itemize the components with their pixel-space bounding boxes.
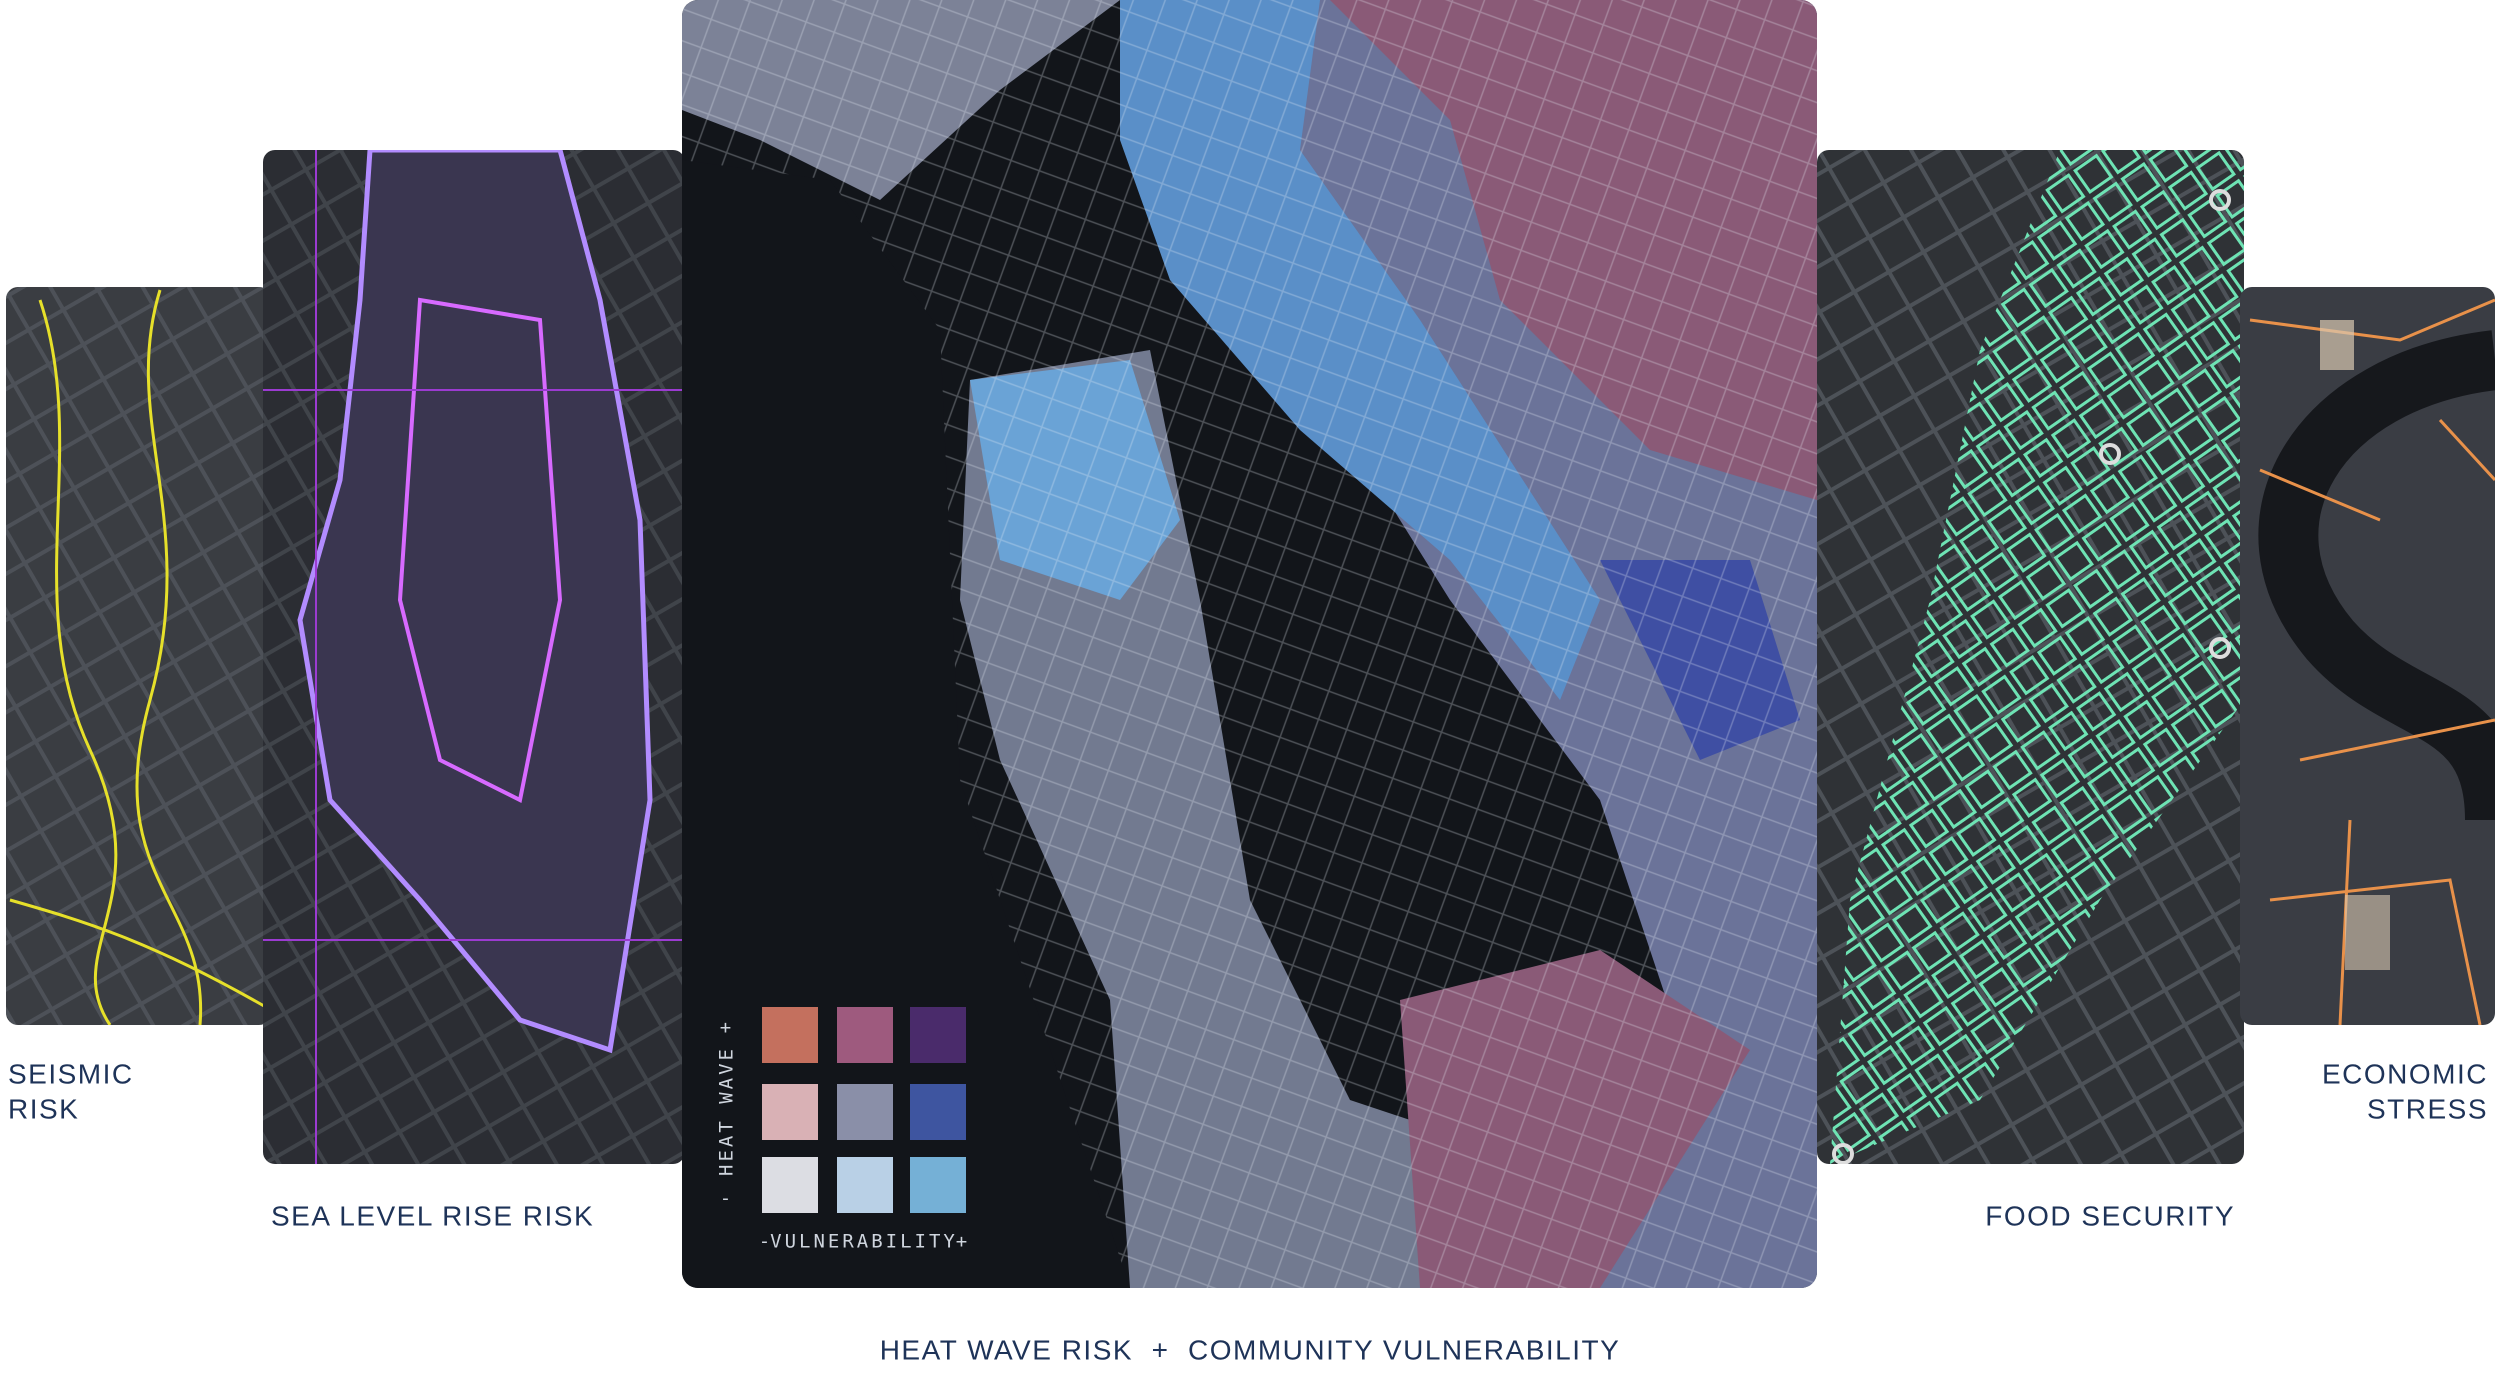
card-label: FOOD SECURITY	[1985, 1200, 2235, 1231]
card-label: STRESS	[2367, 1093, 2488, 1124]
seismic-map	[6, 287, 271, 1025]
economic-stress-map	[2240, 287, 2495, 1025]
legend-low: -	[720, 1188, 734, 1210]
food-security-map	[1817, 150, 2244, 1164]
legend-high: +	[720, 1017, 734, 1039]
legend-cell	[910, 1084, 966, 1140]
legend-cell	[762, 1084, 818, 1140]
sea-level-map	[263, 150, 685, 1164]
legend-cell	[910, 1007, 966, 1063]
heat-wave-map	[682, 0, 1817, 1288]
legend-x-label: VULNERABILITY	[770, 1231, 958, 1253]
card-label: RISK	[8, 1093, 79, 1124]
legend-cell	[762, 1157, 818, 1213]
legend-high: +	[956, 1231, 970, 1253]
legend-y-label: HEAT WAVE	[716, 1046, 738, 1176]
card-label: HEAT WAVE RISK + COMMUNITY VULNERABILITY	[880, 1334, 1621, 1365]
legend-low: -	[759, 1231, 773, 1253]
card-label: SEA LEVEL RISE RISK	[271, 1200, 594, 1231]
legend-cell	[762, 1007, 818, 1063]
legend-cell	[837, 1084, 893, 1140]
legend-cell	[837, 1157, 893, 1213]
legend: HEAT WAVE + - - VULNERABILITY +	[716, 1007, 970, 1253]
legend-cell	[837, 1007, 893, 1063]
card-label: ECONOMIC	[2322, 1058, 2488, 1089]
card-label: SEISMIC	[8, 1058, 134, 1089]
legend-cell	[910, 1157, 966, 1213]
